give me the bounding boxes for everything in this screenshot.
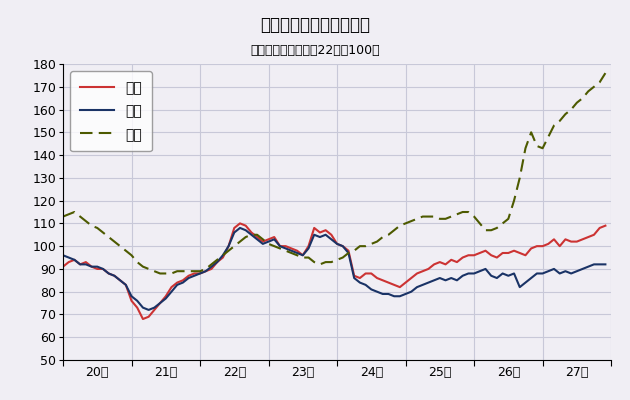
在庫: [299, 255, 307, 260]
生産: [345, 248, 352, 253]
在庫: [134, 260, 141, 264]
出荷: [219, 253, 227, 258]
生産: [59, 264, 67, 269]
生産: [219, 255, 227, 260]
Text: 鳥取県鉱工業指数の推移: 鳥取県鉱工業指数の推移: [260, 16, 370, 34]
在庫: [602, 71, 609, 76]
生産: [134, 305, 141, 310]
出荷: [59, 253, 67, 258]
出荷: [602, 262, 609, 267]
生産: [236, 221, 244, 226]
生産: [602, 223, 609, 228]
Line: 在庫: 在庫: [63, 73, 605, 274]
在庫: [59, 214, 67, 219]
在庫: [156, 271, 164, 276]
Line: 出荷: 出荷: [63, 228, 605, 310]
生産: [362, 271, 369, 276]
出荷: [345, 250, 352, 255]
出荷: [145, 308, 152, 312]
生産: [568, 239, 575, 244]
在庫: [562, 112, 570, 116]
生産: [139, 317, 147, 322]
生産: [305, 244, 312, 248]
出荷: [305, 246, 312, 251]
Line: 生産: 生産: [63, 223, 605, 319]
出荷: [362, 282, 369, 287]
在庫: [219, 253, 227, 258]
出荷: [134, 298, 141, 303]
在庫: [339, 255, 346, 260]
Text: （季節調整済、平成22年＝100）: （季節調整済、平成22年＝100）: [250, 44, 380, 57]
在庫: [356, 244, 364, 248]
出荷: [236, 226, 244, 230]
出荷: [568, 271, 575, 276]
Legend: 生産, 出荷, 在庫: 生産, 出荷, 在庫: [70, 71, 152, 152]
